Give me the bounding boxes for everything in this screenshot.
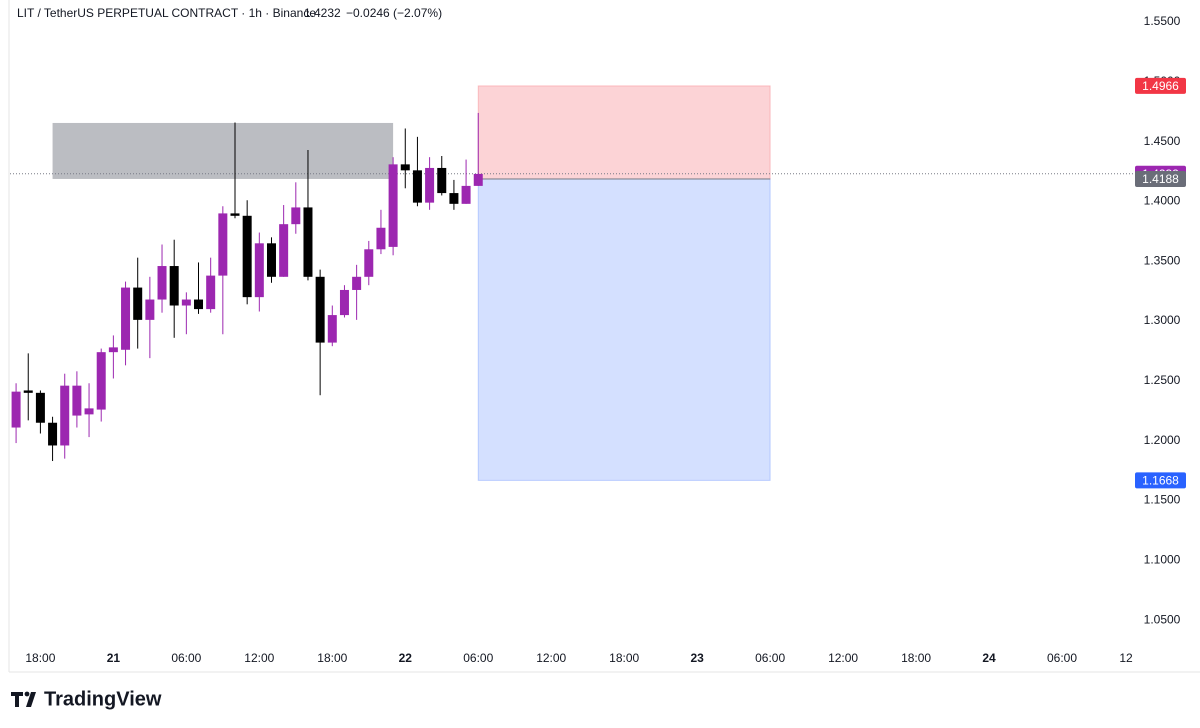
- candle-body: [437, 167, 447, 194]
- candle-body: [279, 224, 289, 277]
- candle-body: [230, 213, 240, 216]
- x-tick-label: 23: [690, 651, 704, 665]
- candle-body: [60, 385, 70, 446]
- y-tick-label: 1.1000: [1144, 552, 1181, 566]
- y-tick-label: 1.4000: [1144, 194, 1181, 208]
- candle-body: [72, 385, 82, 416]
- y-tick-label: 1.0500: [1144, 612, 1181, 626]
- candle-body: [108, 347, 118, 353]
- y-tick-label: 1.4500: [1144, 134, 1181, 148]
- x-tick-label: 12:00: [536, 651, 566, 665]
- brand-logo: [11, 691, 36, 707]
- candle-body: [169, 266, 179, 306]
- candle-body: [339, 289, 349, 316]
- y-tick-label: 1.2000: [1144, 433, 1181, 447]
- y-tick-label: 1.5500: [1144, 14, 1181, 28]
- target-price-tag: 1.1668: [1142, 474, 1179, 488]
- entry-price-tag-bg: [1135, 170, 1186, 187]
- x-tick-label: 18:00: [25, 651, 55, 665]
- candle-body: [48, 422, 58, 446]
- candle-body: [364, 249, 374, 277]
- candle-body: [461, 185, 471, 204]
- candle-body: [84, 408, 94, 415]
- y-tick-label: 1.1500: [1144, 493, 1181, 507]
- brand-name: TradingView: [44, 688, 162, 710]
- entry-price-tag: 1.4188: [1142, 172, 1179, 186]
- x-tick-label: 12:00: [244, 651, 274, 665]
- x-tick-label: 18:00: [901, 651, 931, 665]
- candle-body: [376, 227, 386, 250]
- candle-body: [194, 299, 204, 310]
- candle-body: [266, 243, 276, 277]
- candle-body: [35, 392, 45, 423]
- candle-body: [303, 207, 313, 277]
- candle-body: [145, 299, 155, 320]
- stop-price-tag: 1.4966: [1142, 79, 1179, 93]
- candle-body: [242, 215, 252, 298]
- candle-body: [352, 276, 362, 290]
- candle-body: [96, 352, 106, 410]
- y-tick-label: 1.2500: [1144, 373, 1181, 387]
- candle-body: [254, 243, 264, 298]
- chart-title: LIT / TetherUS PERPETUAL CONTRACT · 1h ·…: [17, 6, 316, 20]
- candle-body: [315, 276, 325, 343]
- x-tick-label: 18:00: [317, 651, 347, 665]
- candle-body: [400, 164, 410, 171]
- stop-price-tag-bg: [1135, 77, 1186, 94]
- header-last-price: 1.4232: [304, 6, 341, 20]
- x-tick-label: 18:00: [609, 651, 639, 665]
- x-tick-label: 24: [982, 651, 996, 665]
- candle-body: [291, 207, 301, 225]
- candle-body: [181, 299, 191, 306]
- target-zone: [477, 178, 771, 481]
- candle-body: [23, 390, 33, 393]
- candle-body: [11, 391, 21, 428]
- supply-zone: [52, 122, 394, 179]
- candle-body: [218, 213, 228, 276]
- candle-body: [157, 266, 167, 300]
- stop-zone: [477, 85, 771, 180]
- candle-body: [425, 167, 435, 203]
- y-tick-label: 1.3500: [1144, 253, 1181, 267]
- header-change: −0.0246 (−2.07%): [346, 6, 442, 20]
- x-tick-label: 22: [399, 651, 413, 665]
- candle-body: [327, 315, 337, 343]
- target-price-tag-bg: [1135, 472, 1186, 489]
- x-tick-label: 12:00: [828, 651, 858, 665]
- y-tick-label: 1.3000: [1144, 313, 1181, 327]
- x-tick-label: 21: [107, 651, 121, 665]
- x-tick-label: 06:00: [463, 651, 493, 665]
- x-tick-label: 06:00: [171, 651, 201, 665]
- x-tick-label: 06:00: [1047, 651, 1077, 665]
- candle-body: [412, 170, 422, 203]
- candle-body: [121, 287, 131, 350]
- candle-body: [449, 193, 459, 204]
- candle-body: [388, 164, 398, 247]
- candle-body: [133, 287, 143, 320]
- x-tick-label: 12: [1119, 651, 1133, 665]
- candle-body: [206, 275, 216, 310]
- candle-body: [473, 173, 483, 186]
- x-tick-label: 06:00: [755, 651, 785, 665]
